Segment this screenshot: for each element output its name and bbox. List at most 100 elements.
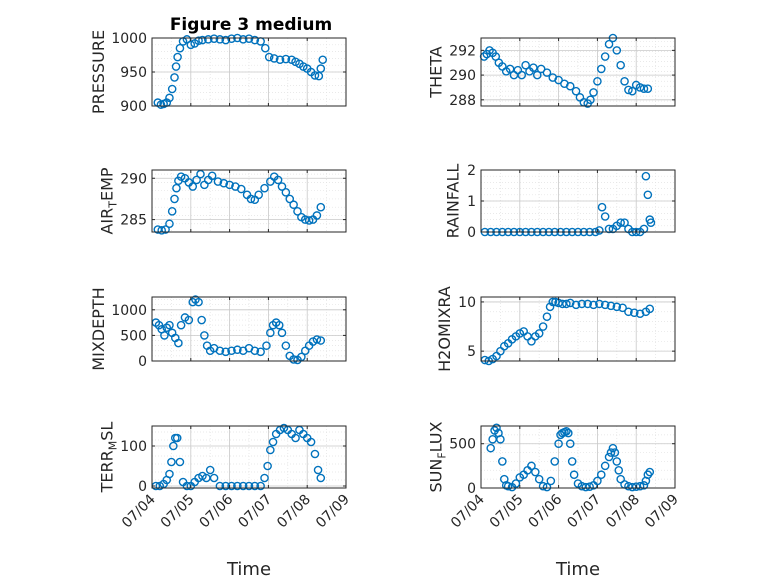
plot-rainfall-ytick-label: 0: [467, 225, 476, 241]
plot-terr-msl-point: [266, 445, 275, 455]
plot-sun-flux-point: [604, 452, 614, 462]
plot-mixdepth-point: [274, 320, 284, 330]
plot-sun-flux-point: [531, 467, 540, 477]
plot-mixdepth-ytick-label: 1000: [111, 303, 147, 319]
plot-terr-msl-ylabel: TERRMSL: [98, 422, 120, 494]
plot-air-temp-point: [312, 211, 322, 220]
plot-sun-flux-point: [606, 448, 616, 457]
plot-mixdepth-axes-box: [151, 296, 347, 362]
plot-terr-msl-point: [215, 481, 225, 491]
plot-terr-msl-point: [233, 481, 242, 491]
plot-theta-point: [628, 86, 637, 96]
plot-air-temp-point: [192, 175, 201, 185]
plot-h2omixra-series: [480, 297, 655, 366]
plot-sun-flux-point: [492, 423, 501, 433]
plot-mixdepth-point: [227, 346, 236, 356]
plot-sun-flux-point: [608, 443, 618, 453]
plot-mixdepth-ylabel: MIXDEPTH: [89, 287, 108, 370]
plot-sun-flux-point: [564, 428, 573, 438]
plot-mixdepth-point: [266, 328, 275, 338]
plot-pressure-point: [244, 34, 254, 43]
plot-theta-point: [643, 84, 653, 93]
plot-theta-point: [624, 85, 633, 95]
plot-h2omixra-point: [534, 329, 544, 338]
plot-air-temp-ytick-label: 285: [120, 213, 147, 229]
plot-sun-flux-point: [498, 457, 507, 466]
plot-sun-flux-point: [569, 470, 579, 480]
plot-theta-point: [589, 88, 598, 97]
plot-mixdepth-plot-area: [152, 297, 346, 361]
plot-pressure-ylabel: PRESSURE: [89, 30, 108, 114]
plot-air-temp-ylabel-main: AIR: [98, 208, 117, 235]
plot-h2omixra-point: [589, 300, 598, 310]
plot-terr-msl-point: [175, 457, 185, 467]
plot-theta-axes-box: [480, 37, 676, 107]
plot-pressure-ytick-label: 950: [120, 65, 147, 81]
plot-terr-msl-point: [260, 473, 269, 483]
plot-air-temp-point: [213, 177, 223, 186]
plot-air-temp-point: [207, 171, 217, 181]
plot-terr-msl-point: [227, 481, 236, 491]
plot-theta-point: [600, 52, 610, 61]
plot-theta-point: [639, 84, 649, 93]
plot-air-temp-point: [170, 194, 179, 204]
plot-air-temp-point: [246, 194, 256, 204]
plot-h2omixra-axes-box: [480, 296, 676, 362]
plot-sun-flux-point: [550, 457, 560, 466]
plot-terr-msl-ytick-label: 100: [120, 439, 147, 455]
plot-pressure-point: [275, 55, 285, 65]
plot-h2omixra-point: [624, 307, 633, 317]
plot-terr-msl-point: [165, 469, 174, 479]
plot-pressure-point: [215, 35, 225, 44]
plot-air-temp-point: [293, 207, 302, 216]
plot-mixdepth-point: [233, 345, 242, 355]
plot-rainfall-point: [641, 171, 651, 181]
plot-mixdepth-point: [289, 355, 298, 364]
plot-air-temp-point: [165, 219, 174, 229]
plot-pressure-point: [314, 71, 324, 81]
plot-theta-point: [536, 64, 546, 74]
plot-sun-flux-point: [639, 481, 649, 490]
plot-h2omixra-point: [562, 299, 571, 309]
plot-sun-flux-point: [631, 482, 641, 491]
plot-pressure-point: [281, 54, 291, 64]
plot-theta-point: [542, 68, 552, 77]
plot-sun-flux-point: [554, 439, 563, 449]
plot-theta-point: [571, 86, 581, 96]
plot-mixdepth-point: [316, 336, 326, 345]
plot-theta-point: [620, 76, 629, 86]
plot-terr-msl-point: [205, 465, 215, 475]
plot-air-temp-point: [188, 182, 198, 191]
plot-h2omixra-point: [595, 299, 604, 309]
plot-h2omixra-point: [600, 300, 610, 310]
plot-theta-ytick-label: 290: [449, 68, 476, 84]
plot-terr-msl-point: [256, 481, 265, 491]
plot-terr-msl-point: [310, 449, 320, 459]
plot-pressure-point: [260, 43, 270, 53]
plot-terr-msl-point: [250, 481, 260, 491]
plot-rainfall-ytick-label: 1: [467, 194, 476, 210]
plot-sun-flux-point: [645, 467, 655, 477]
plot-h2omixra-point: [645, 304, 655, 314]
plot-pressure-point: [316, 64, 326, 73]
plot-sun-flux-point: [585, 482, 594, 491]
plot-theta-point: [532, 70, 542, 80]
plot-terr-msl-point: [238, 481, 248, 491]
plot-air-temp-point: [167, 207, 177, 216]
plot-h2omixra-point: [583, 299, 593, 309]
plot-mixdepth-point: [250, 346, 260, 356]
plot-mixdepth-point: [188, 297, 198, 307]
plot-theta-point: [505, 64, 515, 74]
plot-mixdepth-ytick-label: 0: [138, 354, 147, 370]
plot-rainfall-point: [600, 212, 610, 221]
plot-pressure-point: [194, 36, 203, 46]
plot-sun-flux-point: [581, 482, 591, 492]
plot-sun-flux-point: [527, 461, 536, 471]
plot-sun-flux-point: [614, 465, 624, 475]
plot-pressure-point: [198, 35, 207, 45]
plot-air-temp-point: [260, 183, 269, 193]
plot-sun-flux-point: [600, 461, 610, 471]
